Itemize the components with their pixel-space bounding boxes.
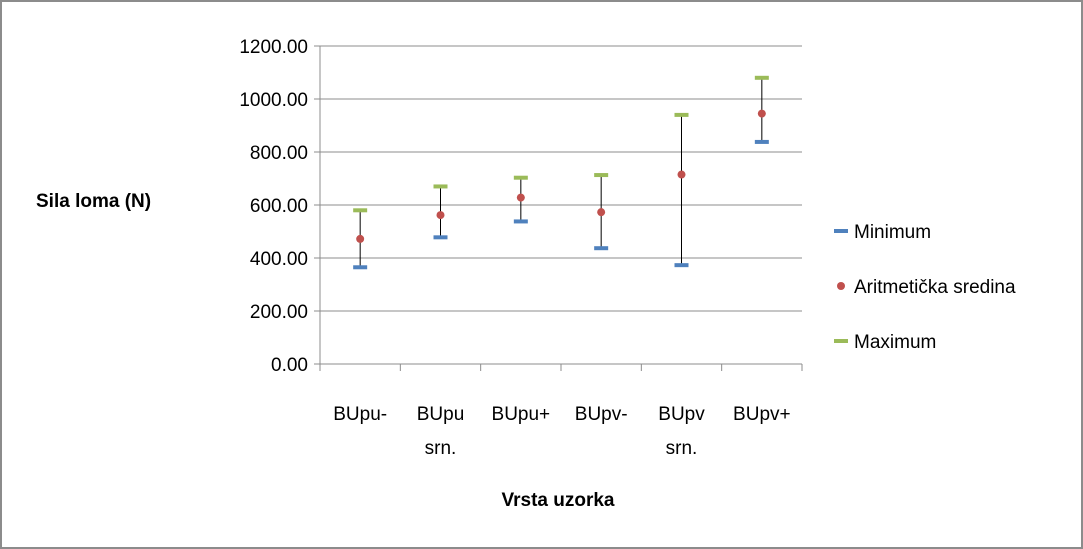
marker-mean — [356, 234, 365, 243]
data-marks — [353, 75, 769, 270]
y-tick-label: 0.00 — [271, 355, 308, 376]
y-axis-title: Sila loma (N) — [36, 191, 151, 212]
marker-mean — [757, 109, 766, 118]
gridlines — [320, 45, 802, 312]
legend-marker — [837, 282, 845, 290]
x-axis-title: Vrsta uzorka — [502, 490, 615, 511]
x-tick-label: BUpu- — [333, 404, 387, 425]
x-tick-label: BUpv — [658, 404, 705, 425]
x-tick-label: srn. — [425, 438, 457, 459]
legend-label: Minimum — [854, 222, 931, 243]
legend-label: Maximum — [854, 332, 936, 353]
y-tick-label: 1000.00 — [239, 90, 308, 111]
y-tick-label: 1200.00 — [239, 37, 308, 58]
y-tick-label: 600.00 — [250, 196, 308, 217]
y-tick-label: 400.00 — [250, 249, 308, 270]
legend: Minimum Aritmetička sredina Maximum — [834, 222, 1016, 353]
marker-mean — [597, 208, 606, 217]
x-tick-label: BUpv+ — [733, 404, 791, 425]
y-tick-label: 800.00 — [250, 143, 308, 164]
marker-mean — [677, 170, 686, 179]
axes — [314, 45, 803, 371]
x-tick-label: BUpu — [417, 404, 465, 425]
x-tick-label: BUpu+ — [492, 404, 551, 425]
y-tick-labels: 0.00 200.00 400.00 600.00 800.00 1000.00 1200.… — [239, 37, 308, 376]
legend-label: Aritmetička sredina — [854, 277, 1016, 298]
marker-mean — [436, 211, 445, 220]
x-tick-label: srn. — [666, 438, 698, 459]
marker-mean — [516, 193, 525, 202]
y-tick-label: 200.00 — [250, 302, 308, 323]
x-tick-label: BUpv- — [575, 404, 628, 425]
x-tick-labels: BUpu- BUpu srn. BUpu+ BUpv- BUpv srn. BUpv+ — [333, 404, 790, 459]
